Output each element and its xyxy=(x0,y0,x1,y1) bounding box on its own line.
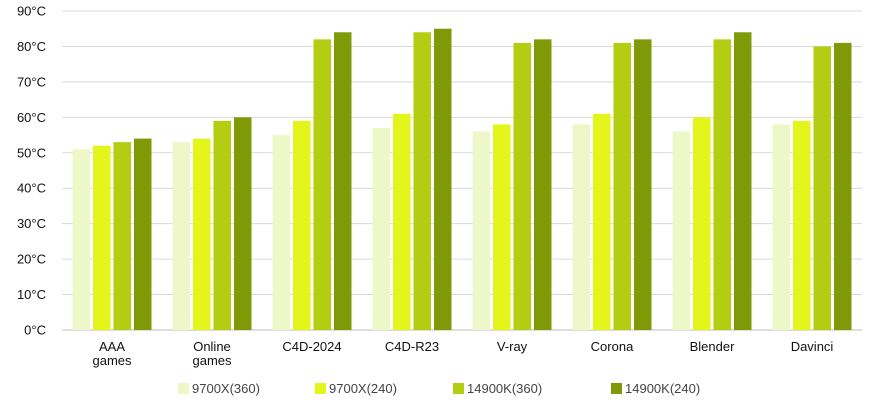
legend-label: 14900K(360) xyxy=(467,381,542,396)
bar-9700x-360 xyxy=(72,149,90,330)
bar-9700x-240 xyxy=(493,124,511,330)
bar-9700x-240 xyxy=(693,117,711,330)
bar-9700x-360 xyxy=(272,135,290,330)
x-category-label: Online games xyxy=(192,339,232,368)
bar-14900k-240 xyxy=(334,32,352,331)
legend-swatch xyxy=(611,383,622,394)
x-category-label: C4D-2024 xyxy=(282,339,341,354)
legend-swatch xyxy=(453,383,464,394)
bar-14900k-360 xyxy=(313,39,331,331)
y-tick-label: 90°C xyxy=(17,4,46,19)
bar-9700x-360 xyxy=(572,124,590,330)
bar-14900k-360 xyxy=(113,142,131,330)
y-tick-label: 70°C xyxy=(17,74,46,89)
bar-9700x-360 xyxy=(772,124,790,330)
y-axis-tick-labels: 0°C 10°C 20°C 30°C 40°C 50°C 60°C 70°C 80°C 90°C xyxy=(17,4,46,338)
bar-14900k-240 xyxy=(134,138,152,330)
bar-14900k-240 xyxy=(534,39,552,331)
bar-14900k-240 xyxy=(234,117,252,330)
legend-swatch xyxy=(178,383,189,394)
x-category-label: C4D-R23 xyxy=(385,339,439,354)
bar-9700x-240 xyxy=(593,113,611,330)
bar-14900k-240 xyxy=(834,42,852,331)
legend-item: 14900K(240) xyxy=(611,381,700,396)
x-category-label-line: Corona xyxy=(591,339,634,354)
bar-9700x-360 xyxy=(472,131,490,330)
legend-item: 9700X(360) xyxy=(178,381,260,396)
bar-14900k-360 xyxy=(813,46,831,330)
bar-14900k-360 xyxy=(713,39,731,331)
legend: 9700X(360) 9700X(240) 14900K(360) 14900K(24… xyxy=(178,381,700,396)
y-tick-label: 0°C xyxy=(24,323,46,338)
bar-14900k-240 xyxy=(634,39,652,331)
y-tick-label: 50°C xyxy=(17,145,46,160)
bar-9700x-360 xyxy=(172,142,190,330)
legend-label: 14900K(240) xyxy=(625,381,700,396)
x-category-label-line: Davinci xyxy=(791,339,834,354)
x-category-label: AAA games xyxy=(92,339,132,368)
bar-14900k-360 xyxy=(213,120,231,330)
legend-item: 9700X(240) xyxy=(315,381,397,396)
bar-9700x-240 xyxy=(293,120,311,330)
bar-9700x-240 xyxy=(393,113,411,330)
bar-14900k-240 xyxy=(434,28,452,330)
x-category-label: Blender xyxy=(690,339,735,354)
x-category-label-line: C4D-R23 xyxy=(385,339,439,354)
y-tick-label: 40°C xyxy=(17,181,46,196)
bar-9700x-240 xyxy=(93,145,111,330)
bar-14900k-360 xyxy=(513,42,531,331)
x-category-label-line: V-ray xyxy=(497,339,528,354)
bar-9700x-240 xyxy=(193,138,211,330)
y-tick-label: 60°C xyxy=(17,110,46,125)
x-category-label: V-ray xyxy=(497,339,528,354)
x-category-label-line: Online xyxy=(193,339,231,354)
bar-9700x-360 xyxy=(372,127,390,330)
legend-swatch xyxy=(315,383,326,394)
bar-9700x-360 xyxy=(672,131,690,330)
x-category-label: Davinci xyxy=(791,339,834,354)
x-category-label-line: C4D-2024 xyxy=(282,339,341,354)
bar-14900k-360 xyxy=(613,42,631,331)
bars xyxy=(72,28,852,331)
bar-14900k-240 xyxy=(734,32,752,331)
y-tick-label: 20°C xyxy=(17,252,46,267)
x-category-label-line: Blender xyxy=(690,339,735,354)
bar-9700x-240 xyxy=(793,120,811,330)
y-tick-label: 30°C xyxy=(17,216,46,231)
legend-item: 14900K(360) xyxy=(453,381,542,396)
y-tick-label: 10°C xyxy=(17,287,46,302)
x-category-label-line: games xyxy=(92,353,132,368)
legend-label: 9700X(240) xyxy=(329,381,397,396)
bar-14900k-360 xyxy=(413,32,431,331)
x-category-label: Corona xyxy=(591,339,634,354)
x-category-label-line: AAA xyxy=(99,339,125,354)
y-tick-label: 80°C xyxy=(17,39,46,54)
x-category-label-line: games xyxy=(192,353,232,368)
legend-label: 9700X(360) xyxy=(192,381,260,396)
